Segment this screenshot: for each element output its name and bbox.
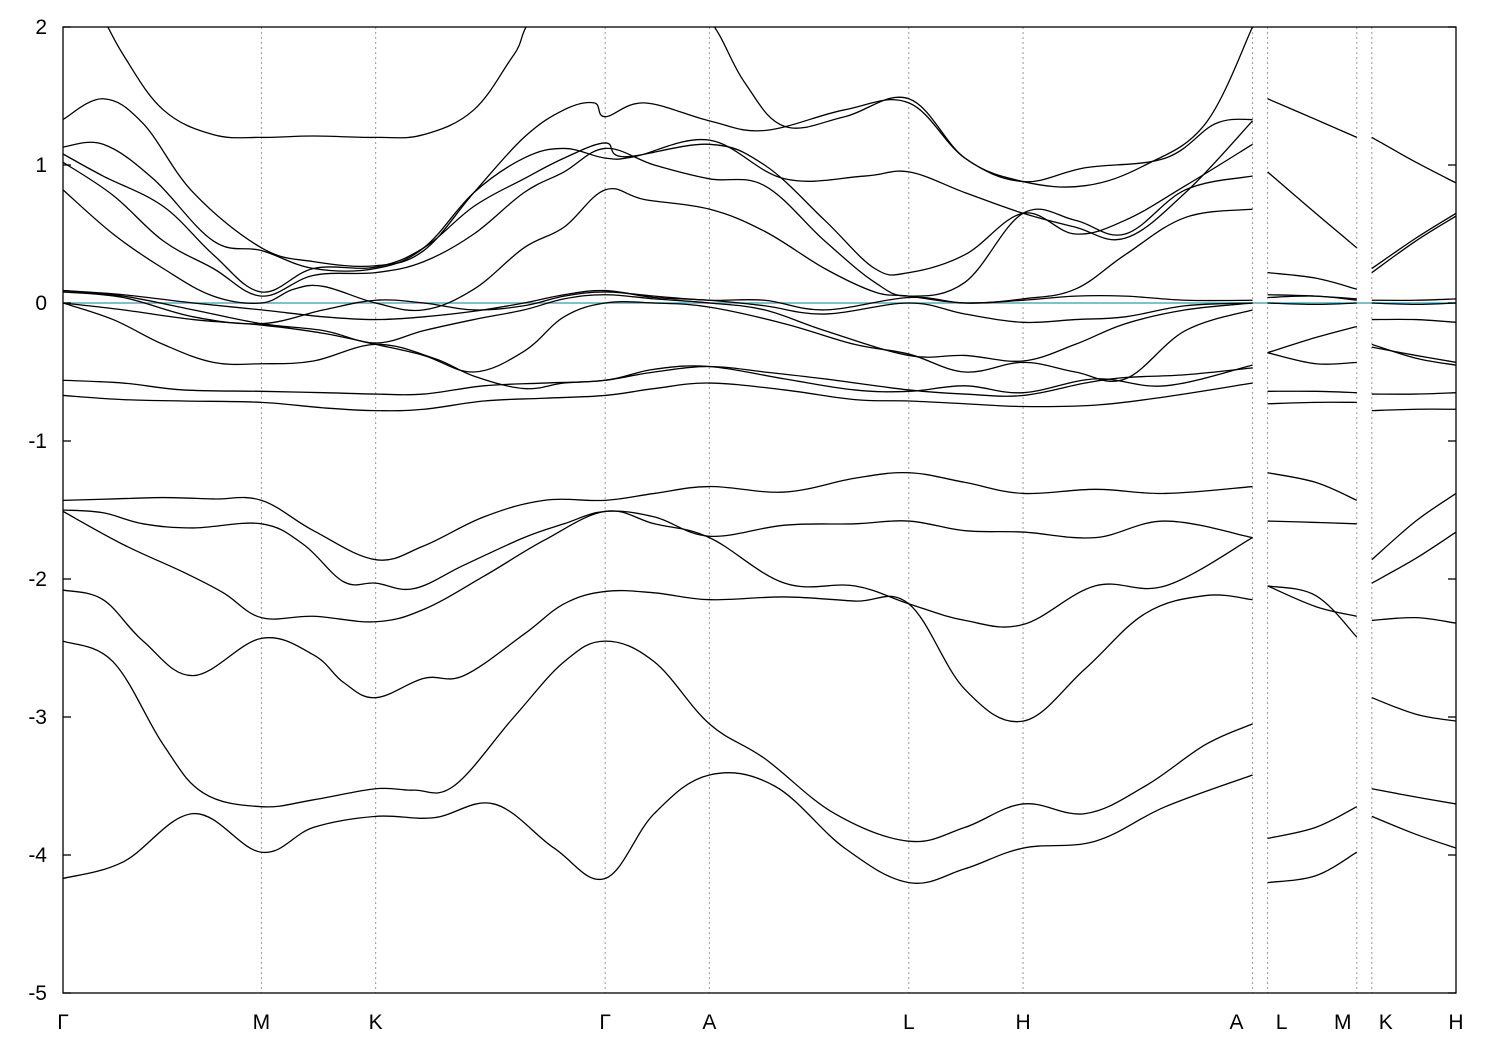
band-2-9 <box>1371 346 1456 363</box>
band-0-18 <box>107 27 1254 188</box>
band-1-2 <box>1267 585 1358 638</box>
band-0-4 <box>63 509 1253 591</box>
kpoint-label-10: K <box>1379 1011 1393 1034</box>
band-1-12 <box>1267 294 1357 300</box>
band-2-13 <box>1371 215 1456 274</box>
kpoint-label-11: H <box>1448 1011 1463 1034</box>
band-0-10 <box>63 289 1253 362</box>
y-tick-label: 1 <box>35 154 47 177</box>
y-tick-label: -2 <box>28 568 47 591</box>
y-tick-label: -3 <box>28 706 47 729</box>
y-tick-label: -4 <box>28 844 47 867</box>
band-0-14 <box>63 147 1253 297</box>
kpoint-label-8: L <box>1276 1011 1288 1034</box>
band-0-3 <box>63 510 1253 628</box>
band-1-15 <box>1267 98 1358 138</box>
kpoint-label-1: M <box>253 1011 271 1034</box>
segment-2 <box>1371 136 1456 849</box>
band-2-10 <box>1371 318 1456 323</box>
band-1-3 <box>1267 585 1357 617</box>
y-tick-label: 0 <box>35 292 47 315</box>
band-1-10 <box>1267 302 1357 306</box>
band-1-14 <box>1267 171 1358 249</box>
y-tick-label: -5 <box>28 982 47 1005</box>
band-1-1 <box>1267 806 1358 840</box>
band-2-11 <box>1371 302 1456 306</box>
y-tick-label: 2 <box>35 16 47 39</box>
band-0-16 <box>63 120 1254 272</box>
band-1-8 <box>1267 352 1357 365</box>
kpoint-label-4: A <box>702 1011 716 1034</box>
kpoint-label-6: H <box>1015 1011 1030 1034</box>
band-0-8 <box>63 302 1253 397</box>
plot-frame <box>62 26 1457 994</box>
band-0-1 <box>63 640 1253 843</box>
band-0-5 <box>63 471 1253 561</box>
band-1-4 <box>1267 520 1357 525</box>
bands <box>63 27 1456 884</box>
band-2-2 <box>1371 697 1456 722</box>
segment-0 <box>63 27 1254 884</box>
band-2-14 <box>1371 212 1456 270</box>
grid-lines <box>260 27 1373 993</box>
band-1-6 <box>1267 401 1357 405</box>
band-2-4 <box>1371 531 1456 584</box>
kpoint-label-2: K <box>369 1011 383 1034</box>
kpoint-label-3: Γ <box>599 1011 611 1034</box>
band-1-7 <box>1267 390 1357 394</box>
band-0-17 <box>63 98 1253 268</box>
band-0-15 <box>63 142 1253 293</box>
band-1-13 <box>1267 271 1357 290</box>
band-2-1 <box>1371 788 1456 805</box>
y-tick-label: -1 <box>28 430 47 453</box>
band-0-12 <box>63 291 1253 325</box>
band-0-7 <box>63 364 1253 396</box>
band-1-5 <box>1267 472 1358 501</box>
band-0-11 <box>63 289 1253 324</box>
band-2-5 <box>1371 492 1456 561</box>
band-0-9 <box>63 301 1253 383</box>
band-0-13 <box>63 188 1253 312</box>
band-2-12 <box>1371 298 1456 301</box>
band-0-6 <box>63 382 1253 412</box>
band-2-3 <box>1371 616 1456 624</box>
kpoint-label-5: L <box>903 1011 915 1034</box>
kpoint-label-0: Γ <box>57 1011 69 1034</box>
band-2-7 <box>1371 392 1456 395</box>
band-2-8 <box>1371 343 1456 366</box>
band-0-0 <box>63 772 1253 884</box>
band-2-0 <box>1371 815 1456 849</box>
band-1-0 <box>1267 851 1358 884</box>
band-2-6 <box>1371 408 1456 412</box>
kpoint-label-7: A <box>1230 1011 1244 1034</box>
band-2-15 <box>1371 136 1456 184</box>
segment-1 <box>1267 98 1358 884</box>
y-axis: 2 1 0 -1 -2 -3 -4 -5 <box>28 16 1456 1005</box>
kpoint-label-9: M <box>1334 1011 1352 1034</box>
band-1-9 <box>1267 325 1357 354</box>
band-0-2 <box>63 589 1253 723</box>
